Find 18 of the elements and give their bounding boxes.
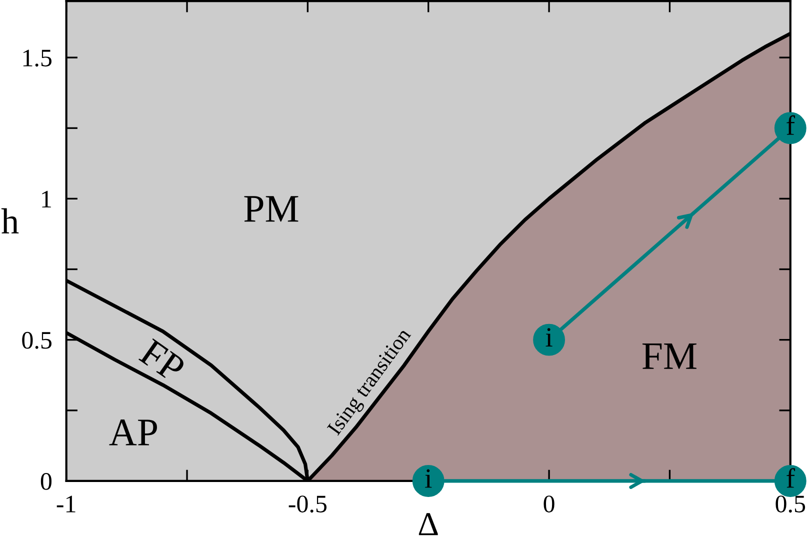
y-tick-label: 0 xyxy=(40,473,52,490)
y-tick-label: 1.5 xyxy=(23,50,52,67)
x-tick-label: 0.5 xyxy=(776,496,806,513)
annotation: i xyxy=(425,469,432,488)
x-axis-title: Δ xyxy=(418,513,438,536)
annotation: AP xyxy=(109,420,157,446)
x-tick-label: 0 xyxy=(544,496,554,512)
y-axis-title: h xyxy=(1,208,19,234)
annotation: i xyxy=(546,328,552,347)
annotation: f xyxy=(786,115,796,135)
annotation: f xyxy=(786,468,796,488)
x-tick-label: -1 xyxy=(56,496,76,512)
annotation: PM xyxy=(244,196,298,222)
x-tick-label: -0.5 xyxy=(288,496,326,513)
annotation: FM xyxy=(642,343,696,369)
annotation: FP xyxy=(138,338,186,383)
y-tick-label: 1 xyxy=(42,190,51,208)
y-tick-label: 0.5 xyxy=(22,332,52,349)
